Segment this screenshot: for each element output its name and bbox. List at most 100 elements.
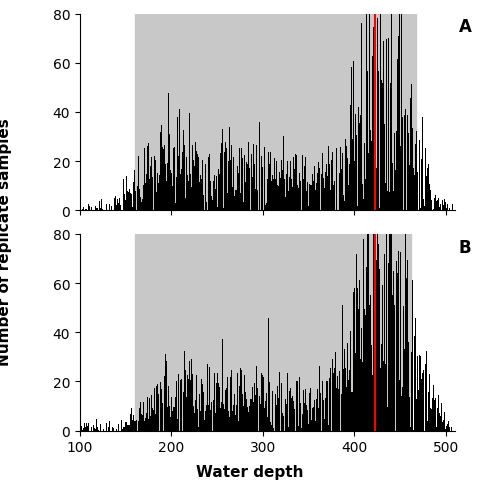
Bar <box>255 189 256 211</box>
Bar <box>412 280 414 431</box>
Bar <box>269 165 270 211</box>
Bar <box>380 15 382 211</box>
Bar <box>161 389 162 431</box>
Bar <box>416 399 417 431</box>
Bar <box>311 421 312 431</box>
Bar <box>102 210 104 211</box>
Bar <box>430 408 431 431</box>
Bar <box>355 353 356 431</box>
Bar <box>148 144 149 211</box>
Bar <box>196 155 198 211</box>
Bar <box>252 178 254 211</box>
Bar <box>318 408 319 431</box>
Bar <box>409 397 410 431</box>
Bar <box>388 192 390 211</box>
Bar <box>196 409 198 431</box>
Bar <box>118 203 119 211</box>
Bar <box>240 418 242 431</box>
Bar <box>267 418 268 431</box>
Bar <box>144 149 146 211</box>
Bar <box>313 408 314 431</box>
Bar <box>383 42 384 211</box>
Bar <box>351 392 352 431</box>
Bar <box>407 116 408 211</box>
Bar <box>154 422 156 431</box>
Bar <box>184 198 186 211</box>
Bar <box>168 94 169 211</box>
Bar <box>301 428 302 431</box>
Bar <box>124 194 126 211</box>
Bar <box>426 351 427 431</box>
Bar <box>200 176 201 211</box>
Bar <box>246 399 247 431</box>
Bar <box>272 198 274 211</box>
Bar <box>150 167 151 211</box>
Bar <box>96 420 97 431</box>
Bar <box>96 209 97 211</box>
Bar <box>353 62 354 211</box>
Bar <box>316 399 318 431</box>
Bar <box>256 366 257 431</box>
Bar <box>341 169 342 211</box>
Bar <box>346 343 348 431</box>
Bar <box>358 361 360 431</box>
Bar <box>434 400 436 431</box>
Bar <box>140 402 141 431</box>
Bar <box>409 166 410 211</box>
Bar <box>382 285 383 431</box>
Bar <box>405 110 406 211</box>
Bar <box>237 167 238 211</box>
Bar <box>386 40 387 211</box>
Bar <box>368 421 370 431</box>
Bar <box>364 309 365 431</box>
Bar <box>405 234 406 431</box>
Bar <box>84 424 85 431</box>
Bar <box>431 409 432 431</box>
Bar <box>365 179 366 211</box>
Bar <box>184 370 186 431</box>
Bar <box>163 150 164 211</box>
Bar <box>202 161 203 211</box>
Bar <box>280 178 281 211</box>
Bar <box>262 168 264 211</box>
Bar <box>442 205 444 211</box>
Bar <box>439 413 440 431</box>
Bar <box>449 427 450 431</box>
Bar <box>400 359 402 431</box>
Bar <box>308 424 309 431</box>
Bar <box>223 405 224 431</box>
Bar <box>416 132 417 211</box>
Bar <box>132 415 134 431</box>
Bar <box>323 400 324 431</box>
Bar <box>412 128 414 211</box>
Bar <box>336 409 338 431</box>
Bar <box>154 150 156 211</box>
Bar <box>162 403 163 431</box>
Bar <box>374 234 375 431</box>
Bar <box>232 411 233 431</box>
Bar <box>396 132 397 211</box>
Bar <box>150 416 151 431</box>
Bar <box>375 234 376 431</box>
Bar <box>248 412 249 431</box>
Bar <box>299 173 300 211</box>
Bar <box>112 427 114 431</box>
Bar <box>428 165 429 211</box>
Bar <box>191 360 192 431</box>
Bar <box>203 195 204 211</box>
Bar <box>166 362 168 431</box>
Bar <box>286 175 287 211</box>
Bar <box>402 387 404 431</box>
Bar <box>376 168 377 211</box>
Bar <box>225 390 226 431</box>
Bar <box>279 173 280 211</box>
Bar <box>127 425 128 431</box>
Bar <box>326 381 328 431</box>
Bar <box>408 134 409 211</box>
Bar <box>195 143 196 211</box>
Text: Water depth: Water depth <box>196 464 304 479</box>
Bar <box>216 373 218 431</box>
Bar <box>294 170 296 211</box>
Bar <box>351 68 352 211</box>
Bar <box>132 182 134 211</box>
